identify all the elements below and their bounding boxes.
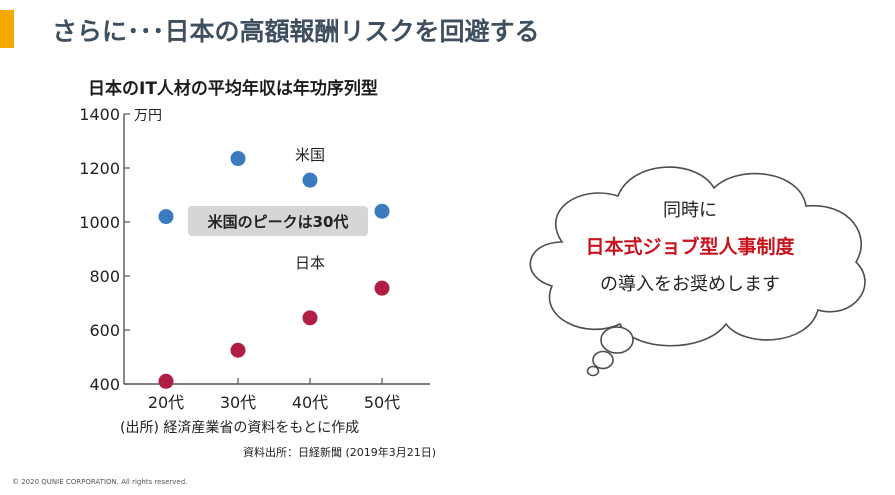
y-axis-unit: 万円 xyxy=(134,108,162,124)
data-point xyxy=(302,172,318,188)
slide-title: さらに･･･日本の高額報酬リスクを回避する xyxy=(52,17,540,46)
x-tick-label: 50代 xyxy=(364,393,400,412)
data-point xyxy=(374,203,390,219)
y-tick-label: 1400 xyxy=(79,105,120,124)
data-point xyxy=(302,310,318,326)
thought-cloud-callout xyxy=(529,166,866,377)
chart-credit: 資料出所：日経新聞 (2019年3月21日) xyxy=(243,446,437,459)
y-tick-label: 600 xyxy=(89,321,120,340)
title-accent-bar xyxy=(0,10,14,48)
series-label: 米国 xyxy=(295,146,325,164)
copyright-notice: © 2020 QUNIE CORPORATION. All rights res… xyxy=(12,478,188,486)
x-tick-label: 40代 xyxy=(292,393,328,412)
data-point xyxy=(230,342,246,358)
salary-scatter-chart: 400 600 800 1000 1200 1400 万円 20代 30代 40代 50代 米国のピー… xyxy=(79,105,430,412)
chart-title: 日本のIT人材の平均年収は年功序列型 xyxy=(88,79,378,99)
data-point xyxy=(374,280,390,296)
callout-line-1: 同時に xyxy=(663,200,717,221)
series-label: 日本 xyxy=(295,254,325,272)
data-point xyxy=(230,151,246,167)
data-point xyxy=(158,209,174,225)
x-tick-label: 30代 xyxy=(220,393,256,412)
data-point xyxy=(158,373,174,389)
y-tick-label: 400 xyxy=(89,375,120,394)
callout-line-2: 日本式ジョブ型人事制度 xyxy=(585,236,795,258)
y-tick-label: 800 xyxy=(89,267,120,286)
annotation-box xyxy=(188,206,368,236)
annotation-label: 米国のピークは30代 xyxy=(208,213,349,231)
y-tick-label: 1200 xyxy=(79,159,120,178)
chart-source-note: (出所) 経済産業省の資料をもとに作成 xyxy=(120,420,360,436)
y-tick-label: 1000 xyxy=(79,213,120,232)
x-tick-label: 20代 xyxy=(148,393,184,412)
callout-line-3: の導入をお奨めします xyxy=(600,274,780,295)
